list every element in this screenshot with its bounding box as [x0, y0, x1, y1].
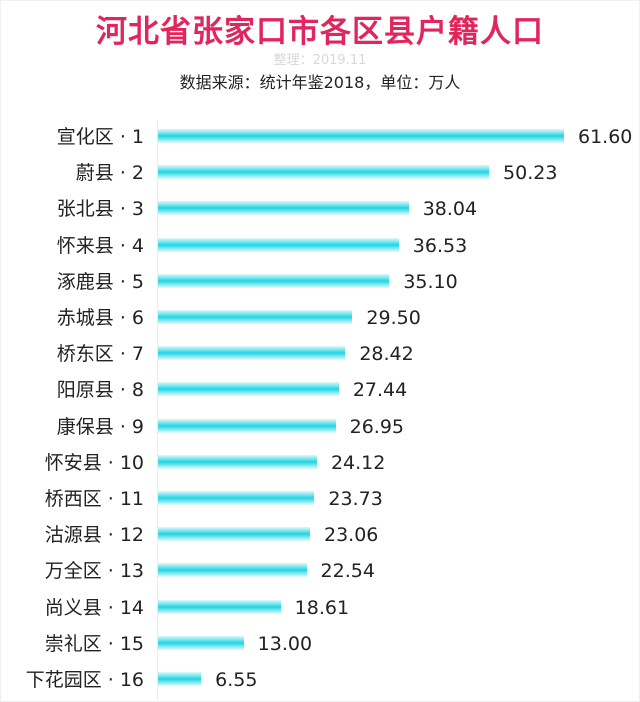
y-axis-line [157, 120, 158, 700]
value-label: 24.12 [330, 451, 386, 474]
value-label: 61.60 [578, 126, 633, 148]
bar [158, 382, 339, 397]
bar [158, 454, 317, 469]
bar-row: 怀来县 · 4 36.53 [0, 231, 640, 261]
category-label: 赤城县 · 6 [56, 307, 144, 329]
bar-row: 宣化区 · 1 61.60 [0, 122, 640, 152]
value-label: 18.61 [294, 596, 350, 619]
value-label: 27.44 [352, 379, 408, 402]
bar-row: 万全区 · 13 22.54 [0, 556, 640, 586]
category-label: 蔚县 · 2 [75, 162, 144, 185]
value-label: 35.10 [403, 270, 458, 293]
chart-source-note: 数据来源：统计年鉴2018，单位：万人 [179, 73, 461, 92]
category-label: 下花园区 · 16 [25, 669, 144, 691]
bar-row: 张北县 · 3 38.04 [0, 194, 640, 224]
bar-row: 怀安县 · 10 24.12 [0, 448, 640, 478]
category-label: 阳原县 · 8 [56, 379, 144, 402]
bar-row: 沽源县 · 12 23.06 [0, 520, 640, 550]
value-label: 29.50 [366, 307, 421, 329]
bar [158, 491, 315, 505]
value-label: 28.42 [359, 343, 414, 366]
bar [158, 165, 490, 180]
bar [158, 310, 353, 324]
category-label: 宣化区 · 1 [56, 126, 144, 148]
bar [158, 346, 346, 361]
value-label: 23.06 [323, 524, 379, 547]
bar [158, 237, 399, 252]
category-label: 沽源县 · 12 [44, 524, 144, 547]
bar-row: 蔚县 · 2 50.23 [0, 158, 640, 188]
bar [158, 672, 202, 686]
bar [158, 129, 564, 143]
bar-row: 康保县 · 9 26.95 [0, 412, 640, 442]
bar [158, 599, 281, 614]
value-label: 23.73 [328, 488, 383, 510]
bar [158, 563, 307, 578]
category-label: 桥东区 · 7 [56, 343, 144, 366]
value-label: 36.53 [412, 234, 468, 257]
bar-row: 阳原县 · 8 27.44 [0, 375, 640, 405]
value-label: 22.54 [320, 560, 375, 583]
chart-subtitle-date: 整理：2019.11 [273, 53, 367, 68]
bar-row: 尚义县 · 14 18.61 [0, 593, 640, 623]
value-label: 50.23 [503, 162, 558, 185]
bar [158, 527, 310, 542]
category-label: 怀来县 · 4 [56, 234, 144, 257]
bar [158, 635, 244, 650]
bar-row: 崇礼区 · 15 13.00 [0, 629, 640, 659]
category-label: 康保县 · 9 [56, 415, 144, 438]
bar-row: 赤城县 · 6 29.50 [0, 303, 640, 333]
bar [158, 418, 336, 433]
chart-title: 河北省张家口市各区县户籍人口 [96, 14, 544, 50]
value-label: 13.00 [257, 632, 313, 655]
bar-row: 桥西区 · 11 23.73 [0, 484, 640, 514]
value-label: 6.55 [215, 669, 258, 691]
category-label: 涿鹿县 · 5 [56, 270, 144, 293]
value-label: 26.95 [349, 415, 405, 438]
bar [158, 273, 390, 288]
bar [158, 201, 409, 216]
bar-row: 下花园区 · 16 6.55 [0, 665, 640, 695]
category-label: 崇礼区 · 15 [44, 632, 144, 655]
category-label: 张北县 · 3 [56, 198, 144, 221]
category-label: 桥西区 · 11 [44, 488, 144, 510]
category-label: 怀安县 · 10 [44, 451, 144, 474]
category-label: 尚义县 · 14 [44, 596, 144, 619]
value-label: 38.04 [422, 198, 478, 221]
bar-row: 涿鹿县 · 5 35.10 [0, 267, 640, 297]
bar-row: 桥东区 · 7 28.42 [0, 339, 640, 369]
category-label: 万全区 · 13 [44, 560, 144, 583]
